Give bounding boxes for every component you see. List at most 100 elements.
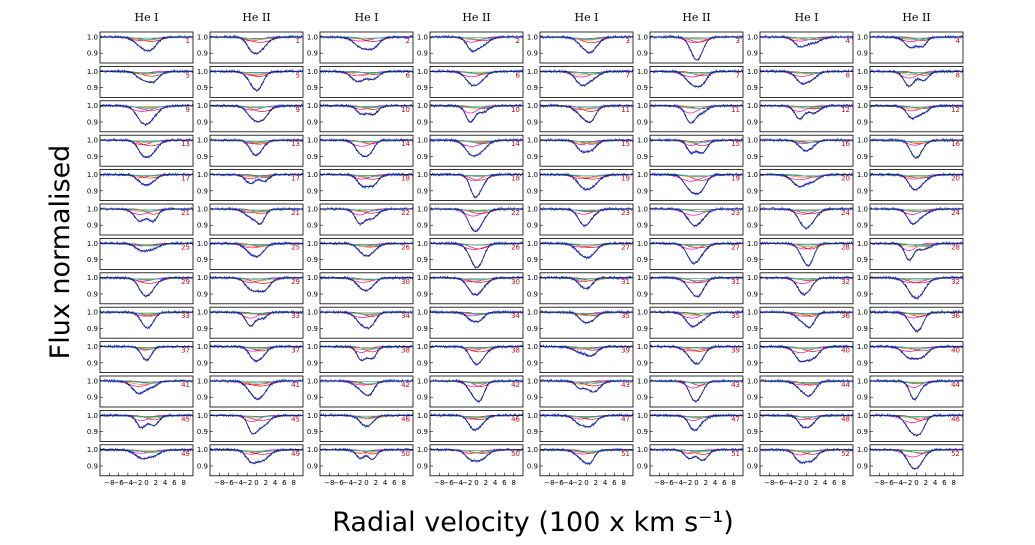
- observed-spectrum-line: [430, 378, 523, 404]
- spectrum-panel: 1.0 0.9 13: [87, 134, 194, 167]
- model-component-line: [320, 277, 413, 280]
- panel-index-label: 14: [511, 140, 520, 148]
- observed-spectrum-line: [760, 34, 853, 48]
- spectrum-panel: 1.0 0.9 39: [527, 341, 634, 374]
- observed-spectrum-line: [650, 412, 743, 432]
- observed-spectrum-line: [320, 34, 413, 52]
- model-fit-line: [430, 174, 523, 198]
- spectrum-panel: 1.0 0.9 18: [417, 169, 524, 202]
- panel-index-label: 20: [951, 175, 960, 183]
- y-tick-label: 0.9: [747, 428, 758, 436]
- y-tick-label: 0.9: [417, 84, 428, 92]
- panel-index-label: 31: [621, 278, 630, 286]
- panel-frame: [99, 341, 194, 374]
- y-tick-label: 0.9: [197, 325, 208, 333]
- panel-frame: [429, 409, 524, 442]
- y-tick-label: 0.9: [417, 359, 428, 367]
- observed-spectrum-line: [870, 275, 963, 301]
- observed-spectrum-line: [540, 137, 633, 155]
- x-tick-label: 6: [172, 479, 177, 487]
- y-tick-label: 0.9: [527, 394, 538, 402]
- y-tick-label: 1.0: [307, 205, 318, 213]
- y-tick-label: 0.9: [417, 325, 428, 333]
- y-tick-label: 1.0: [87, 309, 98, 317]
- y-tick-label: 1.0: [747, 274, 758, 282]
- spectrum-panel: 1.0 0.9 42: [307, 375, 414, 408]
- y-tick-label: 1.0: [197, 33, 208, 41]
- spectrum-panel: 1.0 0.9 32: [747, 272, 854, 305]
- y-tick-label: 1.0: [637, 137, 648, 145]
- x-tick-label: −6: [773, 479, 784, 487]
- panel-frame: [429, 203, 524, 236]
- y-tick-label: 0.9: [857, 325, 868, 333]
- panel-frame: [99, 134, 194, 167]
- y-tick-label: 0.9: [417, 50, 428, 58]
- spectrum-panel: 1.0 0.9 3: [527, 31, 634, 64]
- panel-index-label: 49: [291, 450, 300, 458]
- observed-spectrum-line: [210, 241, 303, 259]
- spectrum-panel: 1.0 0.9 50 −8−6−4−2 0 2 4 6 8: [417, 444, 524, 487]
- observed-spectrum-line: [870, 68, 963, 88]
- panel-index-label: 25: [291, 243, 300, 251]
- observed-spectrum-line: [870, 206, 963, 226]
- observed-spectrum-line: [430, 68, 523, 87]
- y-tick-label: 1.0: [527, 102, 538, 110]
- spectrum-panel: 1.0 0.9 43: [637, 375, 744, 408]
- panel-index-label: 9: [186, 106, 190, 114]
- y-tick-label: 1.0: [197, 274, 208, 282]
- x-tick-label: −6: [443, 479, 454, 487]
- model-fit-line: [210, 105, 303, 122]
- panel-frame: [869, 409, 964, 442]
- panel-frame: [649, 306, 744, 339]
- observed-spectrum-line: [100, 413, 193, 430]
- spectrum-panel: 1.0 0.9 24: [857, 203, 964, 236]
- spectrum-panel: 1.0 0.9 48: [857, 409, 964, 442]
- spectrum-panel: 1.0 0.9 13: [197, 134, 304, 167]
- spectrum-panel: 1.0 0.9 1: [197, 31, 304, 64]
- model-fit-line: [870, 139, 963, 159]
- y-tick-label: 1.0: [87, 102, 98, 110]
- y-tick-label: 1.0: [87, 171, 98, 179]
- y-tick-label: 0.9: [527, 222, 538, 230]
- x-tick-label: −6: [113, 479, 124, 487]
- x-tick-label: −6: [333, 479, 344, 487]
- x-tick-label: −2: [682, 479, 692, 487]
- observed-spectrum-line: [650, 68, 743, 89]
- panel-frame: [539, 375, 634, 408]
- panel-index-label: 34: [401, 312, 410, 320]
- y-tick-label: 1.0: [197, 137, 208, 145]
- y-tick-label: 1.0: [197, 240, 208, 248]
- panel-index-label: 42: [401, 381, 410, 389]
- panel-index-label: 13: [291, 140, 300, 148]
- observed-spectrum-line: [320, 412, 413, 429]
- spectrum-panel: 1.0 0.9 17: [197, 169, 304, 202]
- x-tick-label: 8: [181, 479, 185, 487]
- y-tick-label: 1.0: [417, 33, 428, 41]
- y-tick-label: 1.0: [857, 377, 868, 385]
- model-component-line: [650, 346, 743, 348]
- panel-frame: [319, 66, 414, 98]
- model-component-line: [650, 174, 743, 177]
- panel-frame: [319, 100, 414, 133]
- y-tick-label: 1.0: [527, 33, 538, 41]
- panel-frame: [209, 341, 304, 374]
- x-tick-label: −6: [223, 479, 234, 487]
- spectrum-panel: 1.0 0.9 28: [857, 237, 964, 270]
- model-fit-line: [540, 414, 633, 428]
- y-tick-label: 1.0: [747, 412, 758, 420]
- y-tick-label: 0.9: [857, 256, 868, 264]
- x-tick-label: −4: [673, 479, 684, 487]
- model-fit-line: [650, 380, 743, 402]
- observed-spectrum-line: [100, 68, 193, 84]
- spectrum-panel: 1.0 0.9 46: [307, 409, 414, 442]
- y-tick-label: 0.9: [87, 394, 98, 402]
- spectrum-panel: 1.0 0.9 9: [87, 100, 194, 133]
- panel-frame: [99, 375, 194, 408]
- y-tick-label: 0.9: [637, 50, 648, 58]
- panel-index-label: 39: [621, 347, 630, 355]
- spectrum-panel: 1.0 0.9 8: [747, 66, 854, 98]
- x-tick-label: 8: [401, 479, 405, 487]
- y-tick-label: 0.9: [197, 463, 208, 471]
- y-tick-label: 1.0: [197, 68, 208, 76]
